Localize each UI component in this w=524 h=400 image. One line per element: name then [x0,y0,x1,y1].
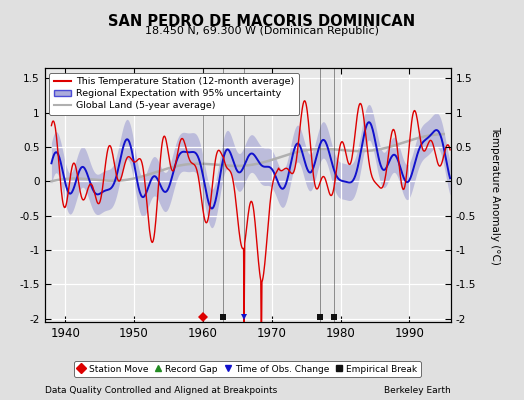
Legend: Station Move, Record Gap, Time of Obs. Change, Empirical Break: Station Move, Record Gap, Time of Obs. C… [74,361,421,377]
Text: 18.450 N, 69.300 W (Dominican Republic): 18.450 N, 69.300 W (Dominican Republic) [145,26,379,36]
Text: Berkeley Earth: Berkeley Earth [384,386,451,395]
Text: SAN PEDRO DE MACORIS DOMINICAN: SAN PEDRO DE MACORIS DOMINICAN [108,14,416,29]
Text: Data Quality Controlled and Aligned at Breakpoints: Data Quality Controlled and Aligned at B… [45,386,277,395]
Y-axis label: Temperature Anomaly (°C): Temperature Anomaly (°C) [490,126,500,264]
